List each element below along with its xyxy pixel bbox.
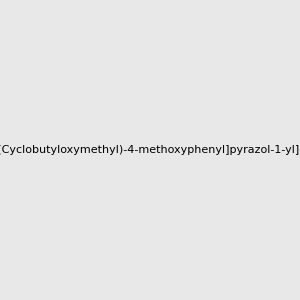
Text: 2-[4-[3-(Cyclobutyloxymethyl)-4-methoxyphenyl]pyrazol-1-yl]pyridine: 2-[4-[3-(Cyclobutyloxymethyl)-4-methoxyp… [0, 145, 300, 155]
